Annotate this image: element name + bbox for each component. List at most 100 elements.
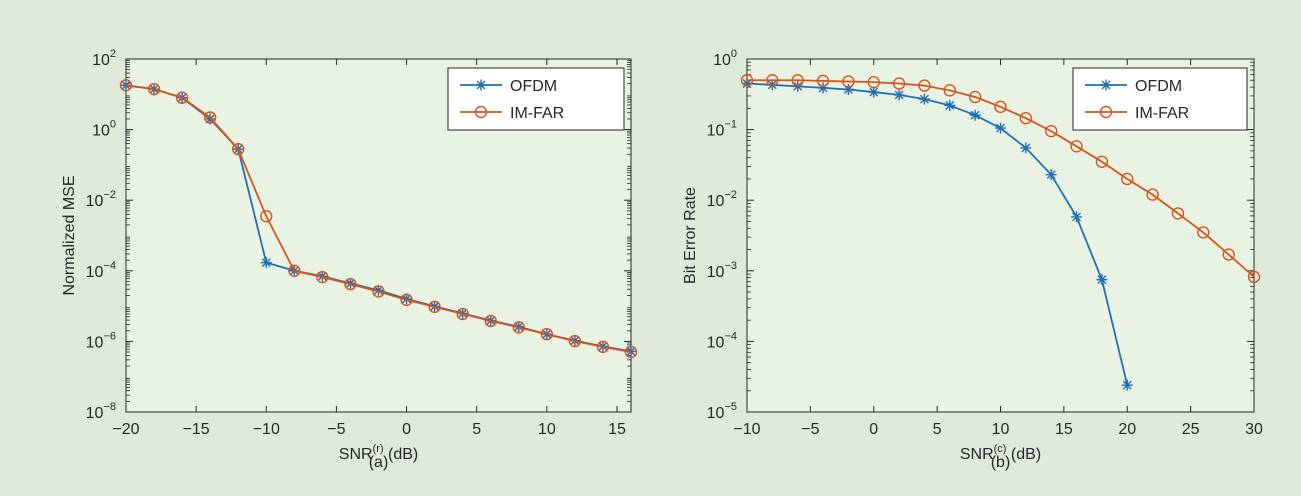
- data-point: [596, 340, 610, 354]
- data-point: [401, 293, 413, 305]
- x-tick-label: −10: [253, 421, 280, 438]
- x-tick-label: 20: [1118, 421, 1136, 438]
- data-point: [484, 314, 497, 328]
- data-point: [944, 99, 956, 111]
- data-point: [373, 284, 384, 296]
- data-point: [1121, 379, 1133, 391]
- series-line: [747, 79, 1255, 278]
- data-point: [740, 74, 754, 87]
- data-point: [969, 109, 981, 121]
- x-axis-label: SNR(r) (dB): [339, 443, 418, 463]
- y-tick-label: 10−5: [707, 401, 737, 422]
- x-tick-label: 10: [992, 421, 1010, 438]
- data-point: [456, 307, 469, 321]
- series-line: [746, 82, 1129, 386]
- y-tick-label: 100: [92, 119, 116, 140]
- data-point: [474, 105, 488, 119]
- legend: OFDM IM-FAR: [447, 67, 625, 131]
- data-point: [316, 270, 329, 284]
- data-point: [204, 113, 216, 125]
- x-tick-label: 30: [1245, 421, 1263, 438]
- x-tick-label: −5: [327, 421, 345, 438]
- data-point: [1096, 274, 1108, 286]
- legend-label: OFDM: [1135, 78, 1182, 95]
- data-point: [868, 86, 880, 98]
- x-tick-label: −5: [801, 421, 819, 438]
- x-tick-label: −10: [733, 421, 760, 438]
- legend-label: OFDM: [510, 78, 557, 95]
- y-tick-label: 10−4: [707, 330, 737, 351]
- legend-box: [447, 67, 625, 131]
- series-im-far: [119, 79, 638, 359]
- data-point: [344, 277, 357, 291]
- y-tick-label: 10−8: [86, 401, 116, 422]
- data-point: [1044, 124, 1058, 138]
- chart-panel-1: −10 −5 0 5 10 15 20 25 30 10−5 10−4 10−3 10−2 10−1 100…: [682, 48, 1263, 471]
- data-point: [766, 74, 779, 87]
- data-point: [568, 334, 582, 348]
- data-point: [994, 100, 1007, 114]
- legend-label: IM-FAR: [510, 105, 564, 122]
- legend: OFDM IM-FAR: [1072, 67, 1248, 131]
- x-axis-label: SNR(c) (dB): [960, 443, 1041, 463]
- data-point: [1045, 169, 1057, 181]
- y-tick-label: 100: [713, 48, 737, 69]
- data-point: [918, 79, 931, 92]
- data-point: [203, 111, 217, 124]
- data-point: [175, 91, 189, 104]
- data-point: [1099, 105, 1113, 119]
- data-point: [119, 79, 133, 92]
- data-point: [428, 300, 441, 314]
- data-point: [791, 74, 804, 87]
- data-point: [968, 90, 982, 104]
- series-im-far: [740, 74, 1261, 284]
- y-tick-label: 10−3: [707, 260, 737, 281]
- data-point: [995, 122, 1006, 134]
- legend-label: IM-FAR: [1135, 105, 1189, 122]
- data-point: [1020, 142, 1032, 154]
- data-point: [892, 77, 906, 90]
- x-tick-label: −20: [112, 421, 139, 438]
- data-point: [1247, 270, 1261, 284]
- data-point: [867, 75, 880, 89]
- data-point: [372, 285, 385, 298]
- data-point: [741, 77, 753, 89]
- y-tick-label: 10−2: [86, 189, 116, 210]
- data-point: [232, 142, 245, 156]
- data-point: [1146, 188, 1159, 201]
- x-tick-label: 15: [608, 421, 626, 438]
- data-point: [1171, 207, 1185, 220]
- data-point: [943, 84, 956, 97]
- x-tick-label: 25: [1182, 421, 1200, 438]
- data-point: [1070, 140, 1083, 153]
- data-point: [1121, 172, 1134, 186]
- data-point: [475, 79, 487, 91]
- panel-caption: (b): [991, 454, 1011, 471]
- panel-caption: (a): [369, 454, 389, 471]
- y-tick-label: 102: [92, 48, 116, 69]
- data-point: [918, 93, 930, 105]
- data-point: [842, 83, 854, 95]
- data-point: [1222, 248, 1235, 261]
- y-tick-label: 10−4: [86, 260, 116, 281]
- data-point: [816, 74, 830, 88]
- data-point: [512, 321, 525, 334]
- y-tick-label: 10−1: [707, 119, 737, 140]
- data-point: [893, 89, 905, 101]
- series-line: [125, 84, 632, 353]
- data-point: [1100, 79, 1112, 91]
- x-tick-label: 0: [869, 421, 878, 438]
- x-tick-label: 15: [1055, 421, 1073, 438]
- data-point: [147, 82, 161, 96]
- x-tick-label: 10: [538, 421, 556, 438]
- data-point: [1019, 112, 1033, 125]
- series-ofdm: [741, 77, 1133, 391]
- data-point: [817, 82, 829, 94]
- data-point: [1071, 211, 1083, 223]
- y-tick-label: 10−6: [86, 330, 116, 351]
- data-point: [540, 327, 554, 341]
- data-point: [766, 79, 778, 91]
- data-point: [1197, 226, 1210, 239]
- y-axis-label: Bit Error Rate: [682, 187, 699, 284]
